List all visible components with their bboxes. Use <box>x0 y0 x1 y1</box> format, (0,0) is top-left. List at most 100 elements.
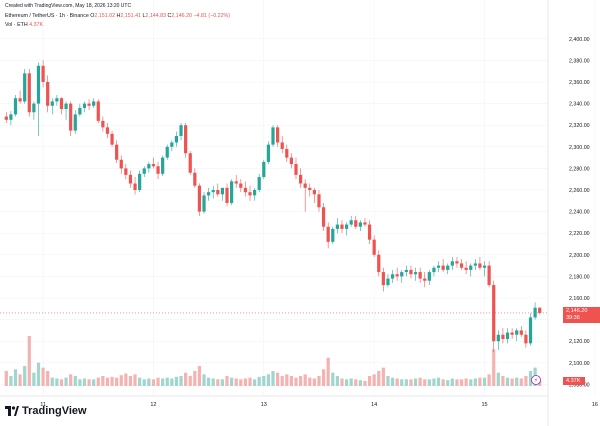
y-tick-label: 2,160.00 <box>569 296 590 302</box>
volume-bar <box>321 369 326 386</box>
volume-bar <box>423 379 427 386</box>
volume-bar <box>289 376 294 386</box>
candle-body <box>36 65 41 104</box>
volume-bar <box>459 379 464 386</box>
open-label: O <box>90 13 95 19</box>
volume-bar <box>404 379 408 386</box>
candle-body <box>59 98 64 109</box>
y-tick-label: 2,240.00 <box>569 210 590 216</box>
candle-body <box>519 330 523 335</box>
volume-bar <box>110 376 114 386</box>
volume-tag: 4.37K <box>563 377 585 385</box>
volume-bar <box>363 381 367 386</box>
candle-body <box>23 73 27 102</box>
y-tick-label: 2,200.00 <box>569 253 590 259</box>
tradingview-logo[interactable]: TradingView <box>5 405 87 417</box>
volume-bar <box>482 377 487 386</box>
candle-body <box>482 265 487 268</box>
candle-body <box>142 168 146 174</box>
candle-body <box>211 190 215 193</box>
volume-bar <box>450 378 454 386</box>
candle-body <box>505 332 510 340</box>
volume-bar <box>492 349 496 386</box>
candle-body <box>340 224 344 229</box>
volume-value: 4.37K <box>29 22 43 28</box>
volume-bar <box>303 374 307 386</box>
volume-bar <box>174 376 179 386</box>
candle-body <box>216 190 220 195</box>
candle-body <box>18 98 22 102</box>
created-caption: Created with TradingView.com, May 18, 20… <box>5 3 132 9</box>
candle-body <box>331 228 335 242</box>
volume-bar <box>161 378 165 386</box>
candle-body <box>27 73 31 113</box>
x-tick-label: 12 <box>150 402 156 408</box>
volume-label[interactable]: Vol · ETH <box>5 22 28 28</box>
candle-body <box>390 274 395 279</box>
candle-body <box>41 65 45 82</box>
candle-body <box>372 239 376 255</box>
volume-bar <box>538 381 542 386</box>
volume-bar <box>381 367 385 386</box>
volume-bar <box>409 379 413 386</box>
volume-bar <box>294 377 298 386</box>
candle-body <box>266 144 271 162</box>
candle-body <box>285 148 289 158</box>
candle-body <box>243 187 248 193</box>
candle-body <box>459 263 464 268</box>
volume-bar <box>395 378 399 386</box>
candle-body <box>538 307 542 313</box>
volume-bar <box>142 379 146 386</box>
candle-body <box>303 183 307 188</box>
volume-bar <box>18 374 22 386</box>
candle-body <box>234 181 238 184</box>
volume-bar <box>257 376 261 386</box>
candle-body <box>510 332 514 335</box>
volume-bar <box>239 379 243 386</box>
candle-body <box>138 173 142 190</box>
brand-name: TradingView <box>22 405 87 417</box>
candle-body <box>82 103 87 108</box>
volume-bar <box>96 377 100 386</box>
candle-body <box>501 334 505 340</box>
volume-bar <box>344 379 349 386</box>
volume-bar <box>4 371 8 386</box>
candle-body <box>321 207 326 227</box>
volume-bar <box>87 379 91 386</box>
volume-bar <box>524 376 528 386</box>
candle-body <box>400 272 404 277</box>
volume-bar <box>23 366 27 386</box>
candle-body <box>64 103 68 109</box>
candle-body <box>487 265 491 286</box>
candle-body <box>344 224 349 229</box>
volume-bar <box>436 377 441 386</box>
volume-bar <box>216 379 220 386</box>
lightning-icon[interactable] <box>531 375 541 385</box>
candle-body <box>165 146 169 158</box>
close-value: 2,146.20 <box>171 13 192 19</box>
candle-body <box>188 153 192 173</box>
candle-body <box>133 183 137 190</box>
volume-bar <box>266 374 271 386</box>
candle-body <box>115 144 119 160</box>
volume-bar <box>340 378 344 386</box>
candle-body <box>101 120 105 128</box>
symbol-name[interactable]: Ethereum / TetherUS · 1h · Binance <box>5 13 89 19</box>
candle-body <box>96 101 100 121</box>
candle-body <box>13 98 18 115</box>
candle-body <box>193 172 197 186</box>
volume-bar <box>413 378 418 386</box>
y-tick-label: 2,320.00 <box>569 123 590 129</box>
volume-bar <box>207 377 211 386</box>
volume-bar <box>124 373 128 386</box>
volume-bar <box>400 379 404 386</box>
y-tick-label: 2,400.00 <box>569 37 590 43</box>
volume-bar <box>473 378 477 386</box>
volume-bar <box>147 378 151 386</box>
volume-bar <box>55 378 59 386</box>
candle-body <box>220 187 225 195</box>
candle-body <box>197 185 202 212</box>
volume-bar <box>372 374 376 386</box>
volume-bar <box>202 374 206 386</box>
